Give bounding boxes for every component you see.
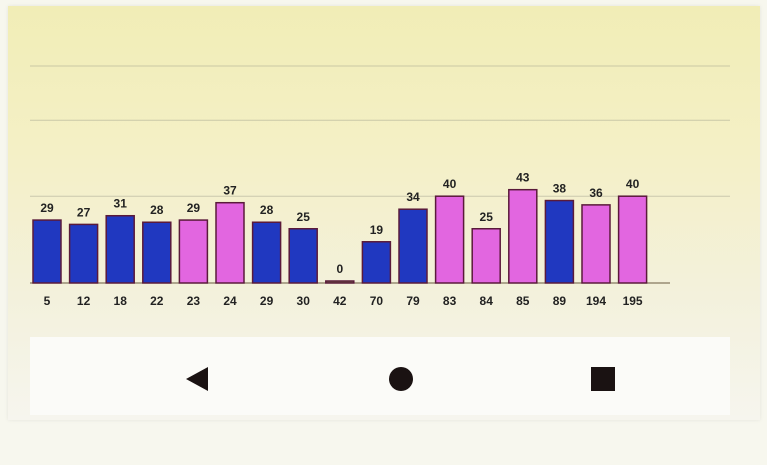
bar[interactable] xyxy=(251,221,282,284)
x-tick-label: 79 xyxy=(406,294,420,308)
bar[interactable] xyxy=(544,199,575,284)
bar[interactable] xyxy=(471,228,501,284)
device-screen: 29 5 27 12 31 18 28 22 29 23 37 24 28 29 25 30 0 42 19 70 34… xyxy=(8,6,760,420)
chart-canvas: 29 5 27 12 31 18 28 22 29 23 37 24 28 29 25 30 0 42 19 70 34… xyxy=(30,65,730,308)
bar-value-label: 19 xyxy=(370,223,384,237)
x-tick-label: 85 xyxy=(516,294,530,308)
x-tick-label: 194 xyxy=(586,294,606,308)
bar-value-label: 31 xyxy=(114,197,128,211)
bar-value-label: 28 xyxy=(150,203,164,217)
bar-value-label: 37 xyxy=(223,184,237,198)
back-triangle-icon xyxy=(186,367,208,391)
bar-value-label: 28 xyxy=(260,203,274,217)
x-tick-label: 42 xyxy=(333,294,347,308)
bar[interactable] xyxy=(68,223,99,284)
bar[interactable] xyxy=(215,201,245,284)
x-tick-label: 195 xyxy=(623,294,643,308)
x-tick-label: 23 xyxy=(187,294,201,308)
x-tick-label: 29 xyxy=(260,294,274,308)
bar-value-label: 29 xyxy=(40,201,54,215)
recents-button[interactable] xyxy=(583,359,623,399)
bar-value-label: 25 xyxy=(297,210,311,224)
x-tick-label: 89 xyxy=(553,294,567,308)
home-circle-icon xyxy=(389,367,413,391)
bar[interactable] xyxy=(508,188,538,284)
x-tick-label: 84 xyxy=(480,294,494,308)
bar-value-label: 0 xyxy=(336,262,343,276)
bar[interactable] xyxy=(105,214,135,284)
bar[interactable] xyxy=(142,221,172,284)
bar-value-label: 40 xyxy=(626,177,640,191)
x-tick-label: 24 xyxy=(223,294,237,308)
bar[interactable] xyxy=(288,228,318,284)
bar-chart: 29 5 27 12 31 18 28 22 29 23 37 24 28 29 25 30 0 42 19 70 34… xyxy=(30,12,730,337)
navigation-bar xyxy=(30,337,730,415)
x-tick-label: 5 xyxy=(44,294,51,308)
x-tick-label: 18 xyxy=(114,294,128,308)
bar-value-label: 36 xyxy=(589,186,603,200)
bar[interactable] xyxy=(434,195,465,284)
bar[interactable] xyxy=(581,204,611,284)
x-tick-label: 12 xyxy=(77,294,91,308)
bar-value-label: 34 xyxy=(406,190,420,204)
bar[interactable] xyxy=(178,219,209,284)
bar[interactable] xyxy=(325,280,355,284)
bar[interactable] xyxy=(361,241,392,284)
x-tick-label: 83 xyxy=(443,294,457,308)
x-tick-label: 22 xyxy=(150,294,164,308)
gridlines xyxy=(30,65,730,197)
x-tick-label: 30 xyxy=(297,294,311,308)
bar-value-label: 25 xyxy=(480,210,494,224)
bar-value-label: 38 xyxy=(553,182,567,196)
recents-square-icon xyxy=(591,367,615,391)
bar-value-label: 27 xyxy=(77,205,91,219)
home-button[interactable] xyxy=(381,359,421,399)
bar-value-label: 43 xyxy=(516,171,530,185)
bar[interactable] xyxy=(617,195,648,284)
back-button[interactable] xyxy=(178,359,218,399)
bar[interactable] xyxy=(32,219,62,284)
bar[interactable] xyxy=(398,208,428,284)
bar-value-label: 29 xyxy=(187,201,201,215)
bar-value-label: 40 xyxy=(443,177,457,191)
x-tick-label: 70 xyxy=(370,294,384,308)
